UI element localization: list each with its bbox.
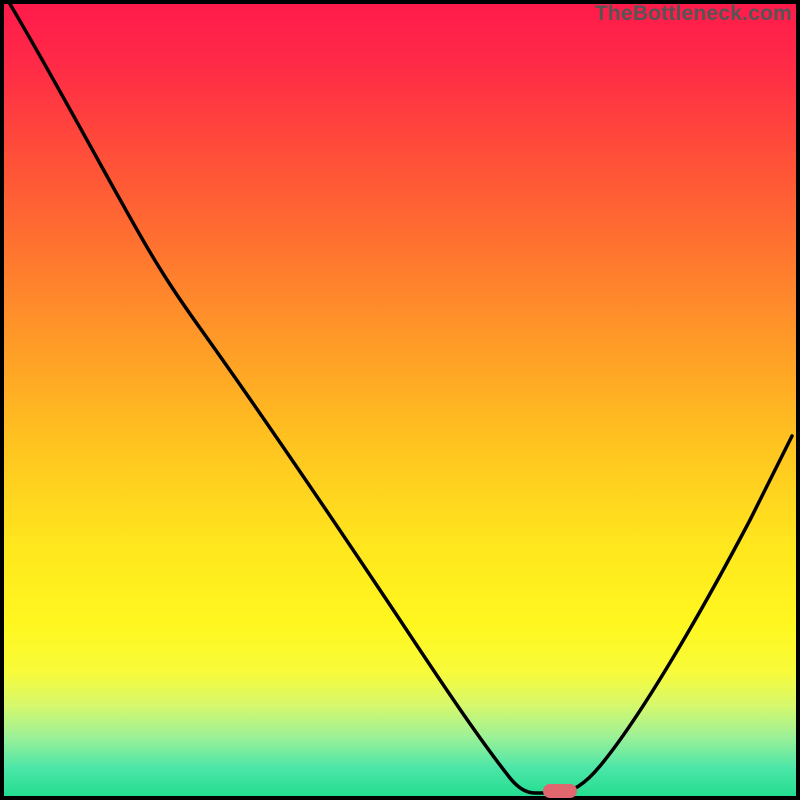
watermark-text: TheBottleneck.com (595, 2, 792, 26)
background-gradient (0, 0, 800, 800)
bottleneck-chart: TheBottleneck.com (0, 0, 800, 800)
